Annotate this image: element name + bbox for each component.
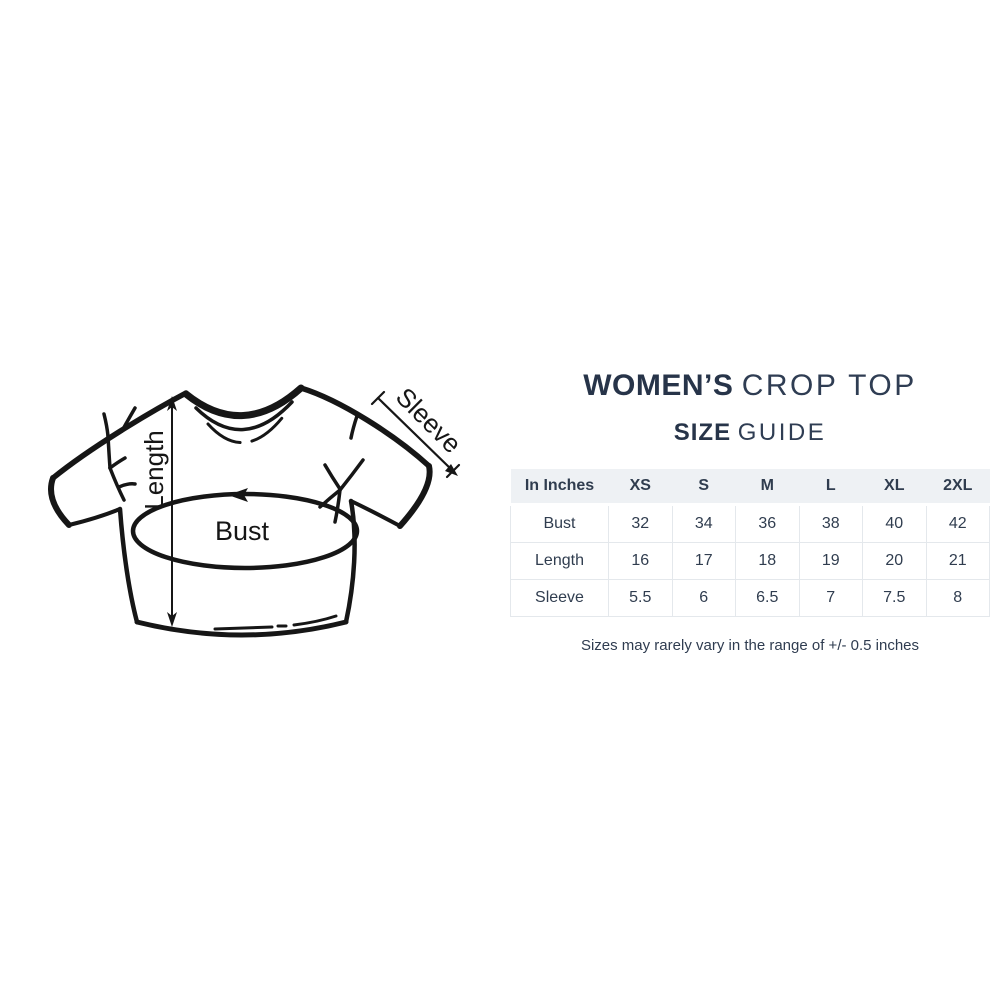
page-title-bold: WOMEN’S	[583, 369, 734, 402]
bust-measure-ellipse	[130, 488, 360, 571]
size-value-cell: 7.5	[862, 579, 927, 617]
page-subtitle-light: GUIDE	[737, 419, 827, 446]
column-header-unit: In Inches	[510, 469, 609, 506]
size-value-cell: 42	[925, 504, 990, 543]
size-value-cell: 20	[862, 542, 927, 580]
column-header-l: L	[799, 469, 863, 506]
size-value-cell: 18	[735, 542, 800, 580]
table-row-sleeve: Sleeve 5.5 6 6.5 7 7.5 8	[510, 579, 990, 617]
size-guide-panel: WOMEN’S CROP TOP SIZE GUIDE In Inches XS…	[505, 370, 995, 670]
row-label: Sleeve	[510, 579, 609, 617]
size-value-cell: 6	[671, 579, 736, 617]
page-title-light: CROP TOP	[741, 369, 917, 402]
sleeve-measure-arrow	[370, 390, 461, 479]
page-subtitle-bold: SIZE	[673, 419, 732, 446]
page-title: WOMEN’S CROP TOP	[505, 370, 995, 402]
length-label: Length	[139, 430, 169, 510]
length-measure-arrow	[167, 396, 177, 627]
size-value-cell: 34	[671, 504, 736, 543]
size-value-cell: 8	[925, 579, 990, 617]
size-table-header-row: In Inches XS S M L XL 2XL	[510, 469, 990, 506]
size-value-cell: 5.5	[608, 579, 673, 617]
column-header-2xl: 2XL	[926, 469, 990, 506]
collar	[182, 384, 305, 445]
size-value-cell: 17	[671, 542, 736, 580]
size-value-cell: 16	[608, 542, 673, 580]
size-value-cell: 38	[798, 504, 863, 543]
crop-top-diagram: Length Bust Sleeve	[48, 382, 467, 638]
size-value-cell: 40	[862, 504, 927, 543]
size-value-cell: 36	[735, 504, 800, 543]
size-value-cell: 7	[798, 579, 863, 617]
column-header-m: M	[735, 469, 799, 506]
column-header-xl: XL	[862, 469, 926, 506]
shirt-outline	[48, 385, 433, 638]
size-table: In Inches XS S M L XL 2XL Bust 32 34 36 …	[510, 469, 990, 617]
column-header-xs: XS	[608, 469, 672, 506]
bust-label: Bust	[215, 516, 270, 546]
wrinkle-lines	[102, 406, 365, 524]
size-value-cell: 32	[608, 504, 673, 543]
size-value-cell: 6.5	[735, 579, 800, 617]
row-label: Length	[510, 542, 609, 580]
table-row-length: Length 16 17 18 19 20 21	[510, 542, 990, 580]
table-row-bust: Bust 32 34 36 38 40 42	[510, 504, 990, 543]
size-value-cell: 21	[925, 542, 990, 580]
size-value-cell: 19	[798, 542, 863, 580]
row-label: Bust	[510, 504, 609, 543]
page-subtitle: SIZE GUIDE	[505, 420, 995, 446]
column-header-s: S	[672, 469, 736, 506]
size-variance-note: Sizes may rarely vary in the range of +/…	[580, 637, 920, 654]
